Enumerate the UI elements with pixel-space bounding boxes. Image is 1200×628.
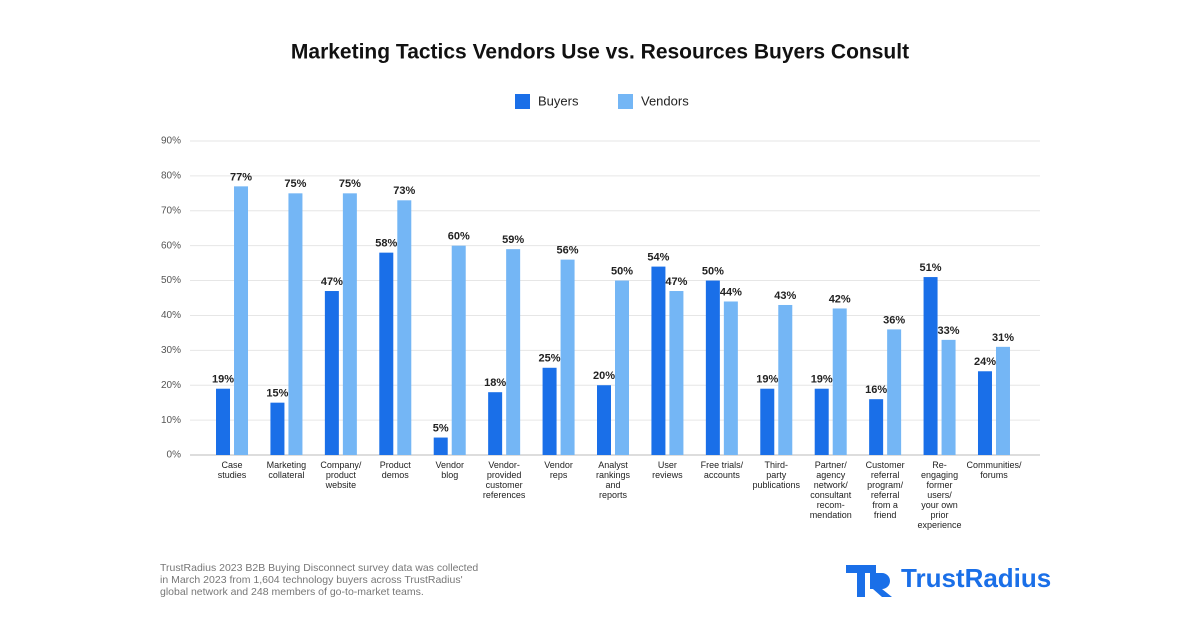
bar [760,388,775,455]
value-label: 43% [774,290,796,302]
x-tick-label: Re-engaging former users/your own prior expe… [918,460,962,530]
value-label: 77% [230,171,252,183]
y-tick-label: 50% [161,275,181,286]
bar [560,259,575,455]
x-tick-label: Customer referral program/referral from a fr… [866,460,905,520]
bar [814,388,829,455]
value-label: 19% [811,374,833,386]
bar [995,346,1010,455]
value-label: 19% [756,374,778,386]
bar [651,266,666,455]
value-label: 47% [321,276,343,288]
value-label: 44% [720,286,742,298]
bar [669,291,684,455]
bar [506,249,521,455]
x-tick-label: Communities/forums [966,460,1022,480]
y-tick-label: 20% [161,380,181,391]
legend-label: Buyers [538,93,579,108]
legend-label: Vendors [641,93,689,108]
bar [270,402,285,455]
bar [615,280,629,455]
value-label: 5% [433,422,449,434]
value-label: 18% [484,377,506,389]
x-tick-label: Vendor reps [544,460,573,480]
value-label: 19% [212,374,234,386]
x-tick-label: Company/product website [320,460,362,490]
bar [705,280,720,455]
value-label: 36% [883,314,905,326]
bar [342,193,357,456]
bar [234,186,249,455]
y-tick-label: 10% [161,415,181,426]
value-label: 20% [593,370,615,382]
chart-title: Marketing Tactics Vendors Use vs. Resour… [291,41,909,64]
value-label: 25% [539,353,561,365]
y-tick-label: 40% [161,310,181,321]
legend-swatch [515,94,530,109]
bar [778,304,793,455]
value-label: 54% [647,252,669,264]
value-label: 33% [938,325,960,337]
bar [832,308,847,455]
bar [923,277,938,455]
bar [977,371,992,455]
value-label: 75% [284,178,306,190]
bar [869,399,884,455]
x-tick-label: Partner/agency network/consultant recom-me… [810,460,852,520]
y-tick-label: 60% [161,240,181,251]
bar [941,339,956,455]
value-label: 24% [974,356,996,368]
value-label: 16% [865,384,887,396]
x-tick-label: Case studies [218,460,247,480]
value-label: 59% [502,234,524,246]
bar [324,291,339,455]
bar [288,193,303,456]
value-label: 15% [266,388,288,400]
footnote-line: global network and 248 members of go-to-… [160,586,424,598]
value-label: 50% [611,265,633,277]
x-tick-label: Vendor blog [435,460,464,480]
value-label: 51% [920,262,942,274]
value-label: 50% [702,265,724,277]
y-tick-label: 0% [167,450,182,461]
bar [451,245,466,455]
y-tick-label: 70% [161,205,181,216]
bar [488,392,503,455]
value-label: 73% [393,185,415,197]
value-label: 75% [339,178,361,190]
bar [887,329,902,455]
x-tick-label: Marketing collateral [267,460,307,480]
bar [597,385,611,455]
bar [397,200,412,455]
legend-swatch [618,94,633,109]
x-tick-label: Product demos [380,460,412,480]
value-label: 60% [448,231,470,243]
x-tick-label: Analyst rankings and reports [596,460,631,500]
value-label: 56% [557,245,579,257]
x-tick-label: Vendor-provided customer references [483,460,526,500]
bar [723,301,738,455]
value-label: 58% [375,238,397,250]
x-tick-label: User reviews [652,460,683,480]
bar [542,367,557,455]
bar [216,388,231,455]
logo-text: TrustRadius [901,563,1051,593]
x-tick-label: Free trials/accounts [701,460,744,480]
value-label: 47% [665,276,687,288]
bar [433,437,448,455]
y-tick-label: 90% [161,136,181,147]
value-label: 42% [829,293,851,305]
value-label: 31% [992,332,1014,344]
x-tick-label: Third-party publications [753,460,801,490]
logo-icon [846,565,892,597]
y-tick-label: 80% [161,171,181,182]
footnote-line: TrustRadius 2023 B2B Buying Disconnect s… [160,562,478,574]
y-tick-label: 30% [161,345,181,356]
bar [379,252,394,455]
footnote-line: in March 2023 from 1,604 technology buye… [160,574,463,586]
footnote: TrustRadius 2023 B2B Buying Disconnect s… [160,562,478,598]
